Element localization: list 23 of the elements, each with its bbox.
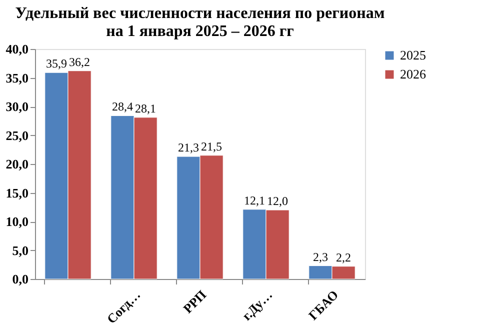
- data-label: 36,2: [69, 54, 90, 69]
- data-label: 12,0: [267, 194, 288, 208]
- y-tick-label: 15,0: [6, 185, 28, 200]
- data-label: 35,9: [46, 56, 67, 71]
- y-tick-label: 35,0: [6, 70, 28, 86]
- y-tick-label: 10,0: [6, 214, 28, 229]
- text: Удельный вес численности населения по регионам: [15, 5, 385, 22]
- data-label: 2,3: [312, 250, 328, 264]
- legend-label: 2025: [400, 48, 426, 62]
- data-label: 21,3: [178, 140, 199, 155]
- legend-label: 2026: [400, 66, 426, 82]
- data-label: 2,2: [336, 250, 352, 264]
- y-tick-label: 5,0: [12, 242, 28, 258]
- y-tick-label: 20,0: [6, 156, 28, 172]
- y-tick-label: 40,0: [6, 42, 28, 56]
- data-label: 28,1: [135, 101, 156, 116]
- y-tick-label: 0,0: [12, 272, 28, 286]
- y-tick-label: 30,0: [6, 99, 28, 114]
- data-label: 21,5: [201, 139, 222, 154]
- y-tick-label: 25,0: [6, 128, 28, 143]
- data-label: 28,4: [112, 100, 133, 114]
- data-label: 12,1: [244, 193, 265, 208]
- text: на 1 января 2025 – 2026 гг: [106, 23, 294, 40]
